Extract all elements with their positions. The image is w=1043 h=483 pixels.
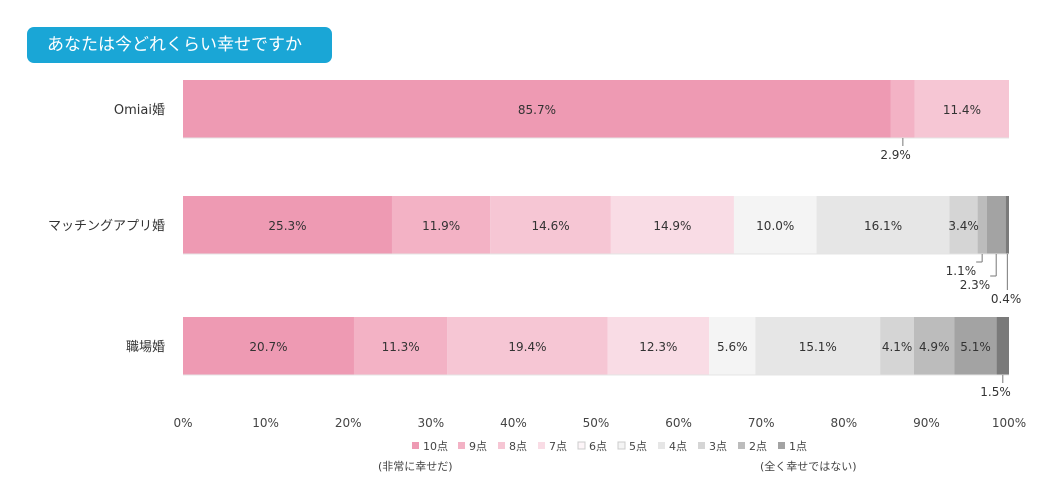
legend-label: 7点 — [549, 440, 567, 453]
bar-segment — [733, 196, 817, 254]
x-tick-label: 100% — [992, 416, 1026, 430]
data-label: 2.9% — [880, 148, 911, 162]
legend-note-right: (全く幸せではない) — [760, 459, 857, 473]
bar-segment — [447, 317, 608, 375]
bar-segment — [977, 196, 987, 254]
x-tick-label: 0% — [173, 416, 192, 430]
legend-label: 4点 — [669, 440, 687, 453]
bar-segment — [880, 317, 915, 375]
bar-segment — [954, 317, 997, 375]
legend-label: 6点 — [589, 440, 607, 453]
legend-label: 8点 — [509, 440, 527, 453]
x-tick-label: 20% — [335, 416, 362, 430]
x-tick-label: 40% — [500, 416, 527, 430]
legend-swatch — [538, 442, 545, 449]
x-tick-label: 80% — [830, 416, 857, 430]
data-label: 3.4% — [948, 219, 979, 233]
legend-note-left: (非常に幸せだ) — [378, 460, 453, 473]
x-tick-label: 70% — [748, 416, 775, 430]
bar-segment — [490, 196, 611, 254]
legend-swatch — [498, 442, 505, 449]
legend-swatch — [778, 442, 785, 449]
x-tick-label: 90% — [913, 416, 940, 430]
bar-segment — [610, 196, 734, 254]
legend-swatch — [658, 442, 665, 449]
legend-label: 5点 — [629, 440, 647, 453]
data-label: 25.3% — [268, 219, 306, 233]
x-tick-label: 60% — [665, 416, 692, 430]
legend-label: 1点 — [789, 440, 807, 453]
legend-swatch — [458, 442, 465, 449]
data-label: 2.3% — [960, 278, 991, 292]
bar-segment — [914, 80, 1009, 138]
bar-segment — [709, 317, 756, 375]
data-label: 16.1% — [864, 219, 902, 233]
data-label: 15.1% — [799, 340, 837, 354]
legend-swatch — [412, 442, 419, 449]
data-label: 10.0% — [756, 219, 794, 233]
legend-label: 9点 — [469, 440, 487, 453]
category-label: マッチングアプリ婚 — [48, 219, 165, 234]
x-tick-label: 30% — [417, 416, 444, 430]
data-label: 11.3% — [382, 340, 420, 354]
category-label: Omiai婚 — [114, 103, 165, 118]
data-label: 12.3% — [639, 340, 677, 354]
data-label: 1.5% — [980, 385, 1011, 399]
x-tick-label: 10% — [252, 416, 279, 430]
data-label: 4.9% — [919, 340, 950, 354]
data-label: 11.4% — [943, 103, 981, 117]
x-tick-label: 50% — [583, 416, 610, 430]
data-label: 4.1% — [882, 340, 913, 354]
bar-segment — [986, 196, 1006, 254]
legend-label: 2点 — [749, 440, 767, 453]
bar-segment — [183, 317, 354, 375]
bar-segment — [755, 317, 881, 375]
legend-swatch — [577, 441, 586, 450]
bar-segment — [353, 317, 448, 375]
bar-segment — [890, 80, 915, 138]
data-label: 14.9% — [653, 219, 691, 233]
chart-title: あなたは今どれくらい幸せですか — [27, 27, 332, 63]
bar-segment — [949, 196, 978, 254]
bar-segment — [183, 80, 891, 138]
bar-segment — [391, 196, 491, 254]
legend-swatch — [617, 441, 626, 450]
bar-segment — [1005, 196, 1009, 254]
legend-swatch — [738, 442, 745, 449]
bar-segment — [183, 196, 392, 254]
data-label: 5.6% — [717, 340, 748, 354]
data-label: 5.1% — [960, 340, 991, 354]
bar-segment — [607, 317, 710, 375]
bar-segment — [914, 317, 955, 375]
legend-label: 3点 — [709, 440, 727, 453]
data-label: 14.6% — [532, 219, 570, 233]
legend-label: 10点 — [423, 440, 448, 453]
data-label: 0.4% — [991, 292, 1022, 306]
category-label: 職場婚 — [126, 340, 165, 355]
data-label: 1.1% — [946, 264, 977, 278]
data-label: 19.4% — [508, 340, 546, 354]
bar-segment — [996, 317, 1009, 375]
data-label: 20.7% — [249, 340, 287, 354]
data-label: 85.7% — [518, 103, 556, 117]
bar-segment — [816, 196, 950, 254]
data-label: 11.9% — [422, 219, 460, 233]
legend-swatch — [698, 442, 705, 449]
